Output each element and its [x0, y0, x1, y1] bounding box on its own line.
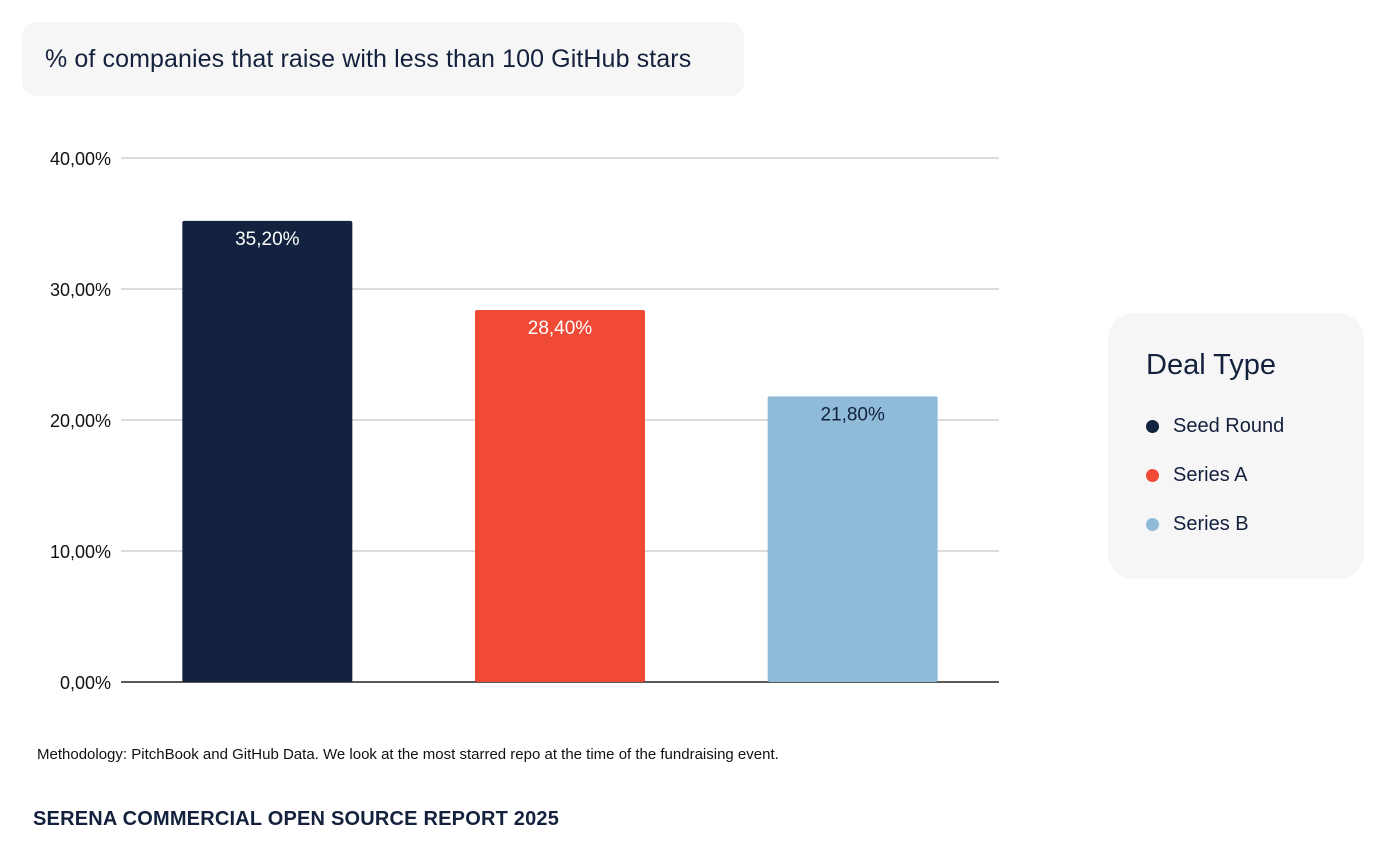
legend-dot-icon — [1146, 518, 1159, 531]
data-label: 35,20% — [235, 229, 300, 250]
methodology-note: Methodology: PitchBook and GitHub Data. … — [37, 746, 779, 763]
bar-series-b — [767, 396, 938, 682]
y-tick-label: 30,00% — [50, 280, 111, 300]
legend-title: Deal Type — [1146, 349, 1277, 381]
bar-series-a — [475, 309, 645, 682]
legend-label: Seed Round — [1173, 415, 1285, 437]
legend-item-series-a: Series A — [1146, 451, 1364, 500]
y-tick-label: 40,00% — [50, 149, 111, 169]
data-labels: 35,20% 28,40% 21,80% — [235, 229, 885, 426]
legend-label: Series B — [1173, 513, 1249, 535]
data-label: 21,80% — [820, 404, 885, 425]
data-label: 28,40% — [528, 318, 593, 339]
legend: Deal Type Seed Round Series A Series B — [1108, 313, 1364, 579]
bars — [182, 220, 938, 682]
legend-dot-icon — [1146, 420, 1159, 433]
report-footer: SERENA COMMERCIAL OPEN SOURCE REPORT 202… — [33, 808, 560, 830]
y-tick-label: 20,00% — [50, 411, 111, 431]
legend-dot-icon — [1146, 469, 1159, 482]
legend-label: Series A — [1173, 464, 1248, 486]
y-tick-label: 10,00% — [50, 542, 111, 562]
y-axis-ticks: 0,00% 10,00% 20,00% 30,00% 40,00% — [50, 149, 111, 693]
legend-item-seed-round: Seed Round — [1146, 402, 1364, 451]
chart-title-box: % of companies that raise with less than… — [22, 22, 744, 96]
bar-seed-round — [182, 220, 353, 682]
y-tick-label: 0,00% — [60, 673, 111, 693]
legend-item-series-b: Series B — [1146, 500, 1364, 549]
chart-title: % of companies that raise with less than… — [45, 44, 692, 73]
bar-chart: 0,00% 10,00% 20,00% 30,00% 40,00% 35,20% 28,4… — [50, 149, 999, 693]
